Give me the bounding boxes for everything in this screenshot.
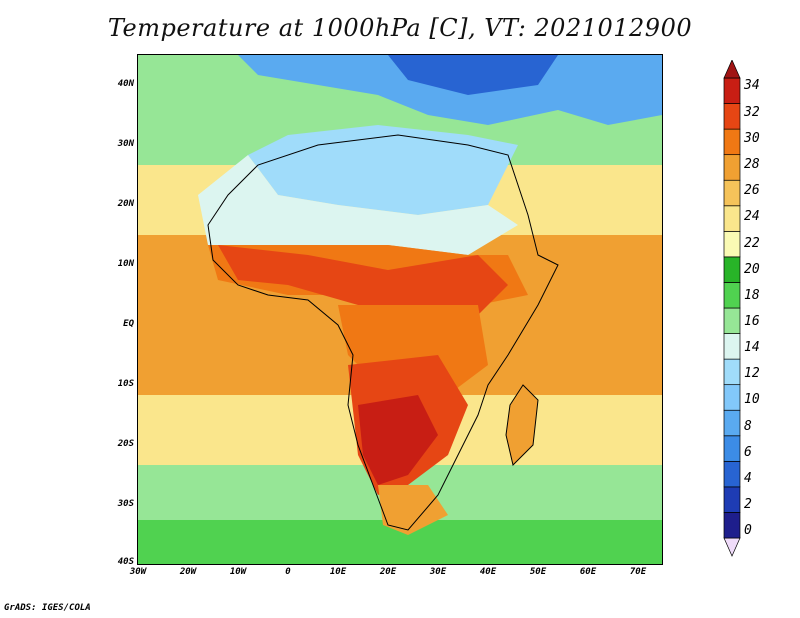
colorbar-label-14: 14 (744, 340, 760, 355)
colorbar-swatch (723, 154, 741, 181)
colorbar (723, 60, 741, 557)
africa-coastline (207, 134, 559, 531)
lon-tick-20w: 20W (179, 567, 197, 577)
credit-text: GrADS: IGES/COLA (4, 603, 91, 613)
lon-tick-30e: 30E (429, 567, 447, 577)
colorbar-swatch (723, 128, 741, 156)
colorbar-label-34: 34 (744, 78, 760, 93)
lon-tick-70e: 70E (629, 567, 647, 577)
colorbar-label-20: 20 (744, 262, 760, 277)
colorbar-swatch (723, 103, 741, 130)
lat-tick-40s: 40S (117, 557, 134, 567)
colorbar-label-16: 16 (744, 314, 760, 329)
colorbar-label-8: 8 (744, 419, 752, 434)
lat-tick-10s: 10S (117, 379, 134, 389)
temperature-map (138, 55, 662, 564)
lon-tick-40e: 40E (479, 567, 497, 577)
colorbar-swatch (723, 409, 741, 437)
lon-tick-30w: 30W (129, 567, 147, 577)
colorbar-label-0: 0 (744, 523, 752, 538)
lat-tick-10n: 10N (117, 259, 134, 269)
colorbar-swatch (723, 205, 741, 232)
colorbar-label-6: 6 (744, 445, 752, 460)
colorbar-swatch (723, 435, 741, 462)
colorbar-low-triangle (723, 537, 741, 557)
colorbar-label-32: 32 (744, 105, 760, 120)
lon-tick-20e: 20E (379, 567, 397, 577)
sahara-cool (248, 125, 518, 215)
colorbar-swatch (723, 77, 741, 104)
south-tip (378, 485, 448, 535)
lon-tick-50e: 50E (529, 567, 547, 577)
colorbar-swatch (723, 384, 741, 411)
colorbar-label-28: 28 (744, 157, 760, 172)
colorbar-label-2: 2 (744, 497, 752, 512)
colorbar-swatch (723, 230, 741, 258)
lat-tick-eq: EQ (123, 319, 134, 329)
colorbar-swatch (723, 307, 741, 334)
colorbar-label-4: 4 (744, 471, 752, 486)
kalahari-hot (358, 395, 438, 485)
colorbar-swatch (723, 486, 741, 513)
madagascar (505, 384, 539, 466)
colorbar-label-30: 30 (744, 131, 760, 146)
colorbar-label-24: 24 (744, 209, 760, 224)
colorbar-swatch (723, 256, 741, 283)
colorbar-label-10: 10 (744, 392, 760, 407)
map-plot-area (137, 54, 663, 565)
colorbar-swatch (723, 512, 741, 539)
colorbar-swatch (723, 282, 741, 309)
chart-title: Temperature at 1000hPa [C], VT: 20210129… (107, 14, 693, 42)
central-africa-hot (218, 245, 508, 315)
north-africa-mild (198, 155, 518, 255)
lon-tick-10e: 10E (329, 567, 347, 577)
colorbar-high-triangle (723, 60, 741, 79)
colorbar-label-22: 22 (744, 236, 760, 251)
lat-tick-30n: 30N (117, 139, 134, 149)
lon-tick-60e: 60E (579, 567, 597, 577)
lat-tick-20n: 20N (117, 199, 134, 209)
europe-very-cold (388, 55, 558, 95)
lat-tick-40n: 40N (117, 79, 134, 89)
lat-tick-30s: 30S (117, 499, 134, 509)
lon-tick-10w: 10W (229, 567, 247, 577)
lat-tick-20s: 20S (117, 439, 134, 449)
colorbar-swatch (723, 333, 741, 360)
colorbar-label-12: 12 (744, 366, 760, 381)
colorbar-label-26: 26 (744, 183, 760, 198)
colorbar-label-18: 18 (744, 288, 760, 303)
colorbar-swatch (723, 460, 741, 488)
colorbar-swatch (723, 179, 741, 207)
lon-tick-0: 0 (285, 567, 291, 577)
colorbar-swatch (723, 358, 741, 386)
